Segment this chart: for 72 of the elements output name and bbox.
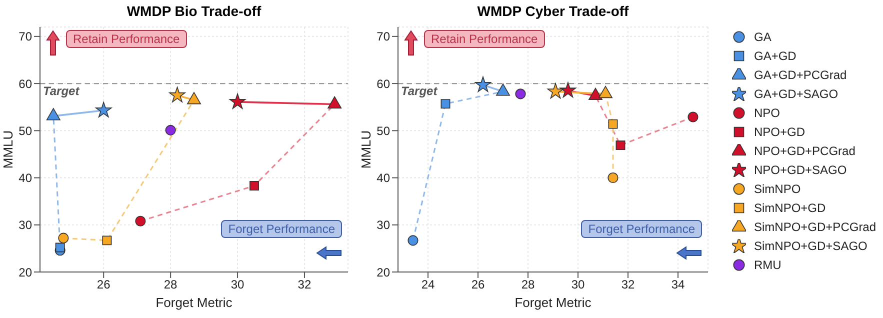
y-axis-title: MMLU (358, 130, 374, 169)
ref-line-label: Target (43, 84, 80, 98)
legend-label: SimNPO+GD+SAGO (754, 238, 868, 252)
point (608, 119, 618, 129)
annotation: Retain Performance (66, 30, 187, 48)
legend-label: NPO+GD+SAGO (754, 162, 847, 176)
x-tick-label: 28 (521, 278, 535, 292)
legend-label: RMU (754, 258, 782, 272)
point (250, 181, 259, 191)
point (547, 82, 564, 99)
x-tick-label: 28 (164, 278, 178, 292)
point (187, 92, 201, 104)
legend-label: NPO+GD+PCGrad (754, 144, 856, 158)
point (474, 76, 492, 92)
legend-label: GA (754, 30, 772, 44)
y-tick-label: 70 (18, 30, 32, 44)
point (169, 86, 186, 102)
legend-label: NPO (754, 106, 780, 120)
y-tick-label: 70 (376, 30, 390, 44)
annotation: Forget Performance (581, 220, 702, 238)
x-tick-label: 32 (298, 278, 312, 292)
point (598, 86, 612, 98)
point (496, 84, 510, 96)
legend-label: GA+GD+SAGO (754, 86, 838, 100)
y-tick-label: 40 (376, 171, 390, 186)
x-axis-title: Forget Metric (156, 295, 233, 310)
x-tick-label: 30 (571, 278, 585, 292)
legend-label: NPO+GD (754, 124, 806, 138)
x-tick-label: 24 (421, 278, 435, 292)
y-tick-label: 20 (376, 265, 390, 280)
y-tick-label: 60 (18, 76, 32, 91)
point (515, 88, 526, 100)
x-tick-label: 26 (471, 278, 485, 292)
y-tick-label: 60 (376, 76, 390, 91)
point (229, 93, 246, 109)
point (135, 216, 146, 226)
point (688, 112, 698, 122)
point (440, 99, 450, 109)
point (58, 232, 69, 244)
y-tick-label: 30 (18, 218, 32, 232)
y-tick-label: 30 (376, 218, 390, 232)
legend-label: SimNPO+GD+PCGrad (754, 220, 876, 234)
point (408, 235, 418, 246)
chart-title: WMDP Bio Trade-off (126, 2, 262, 21)
point (95, 102, 112, 118)
x-axis-title: Forget Metric (514, 295, 592, 310)
y-axis-title: MMLU (0, 130, 16, 169)
point (560, 82, 576, 98)
point (55, 242, 65, 252)
point (46, 108, 60, 120)
x-tick-label: 30 (230, 278, 245, 292)
y-tick-label: 50 (18, 124, 32, 138)
point (616, 140, 626, 150)
annotation: Forget Performance (221, 220, 342, 238)
legend-label: SimNPO+GD (754, 200, 826, 214)
y-tick-label: 20 (18, 265, 32, 280)
point (608, 172, 618, 184)
legend-label: SimNPO (754, 182, 801, 196)
x-tick-label: 32 (621, 278, 635, 292)
point (102, 236, 112, 246)
x-tick-label: 34 (671, 278, 685, 292)
point (588, 88, 602, 100)
point (165, 124, 176, 136)
annotation: Retain Performance (424, 30, 545, 48)
legend-label: GA+GD (754, 48, 796, 62)
point (328, 96, 342, 108)
legend-label: GA+GD+PCGrad (754, 68, 847, 82)
y-tick-label: 50 (376, 124, 390, 138)
y-tick-label: 40 (18, 171, 32, 186)
x-tick-label: 26 (96, 278, 111, 292)
ref-line-label: Target (401, 84, 438, 98)
chart-title: WMDP Cyber Trade-off (476, 2, 630, 21)
